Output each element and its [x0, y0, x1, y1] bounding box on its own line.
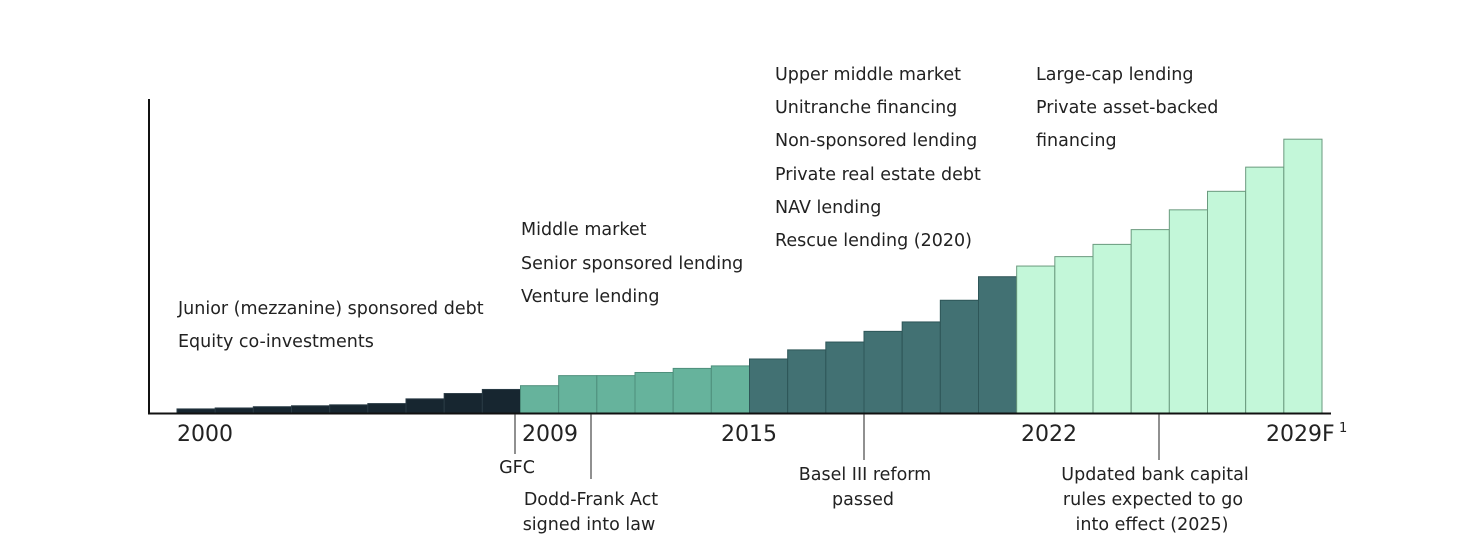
- bar-2018: [863, 330, 903, 414]
- era3-annotation-line6: Rescue lending (2020): [775, 231, 972, 251]
- bar-2021: [978, 276, 1018, 414]
- bar-2020: [939, 299, 980, 414]
- era1-annotation-line2: Equity co-investments: [178, 332, 374, 352]
- era2-annotation-line2: Senior sponsored lending: [521, 254, 743, 274]
- x-tick-label-2000: 2000: [177, 422, 233, 447]
- event-label-basel-iii-line1: Basel III reform: [799, 465, 931, 485]
- bar-2014: [710, 365, 751, 414]
- event-label-basel-iii-line2: passed: [832, 490, 894, 510]
- bar-2019: [901, 321, 941, 414]
- bar-2008: [481, 388, 521, 414]
- era4-annotation-line1: Large-cap lending: [1036, 65, 1193, 85]
- bar-2029f: [1283, 138, 1323, 414]
- bar-2027: [1207, 190, 1247, 414]
- event-label-dodd-frank-line2: signed into law: [523, 515, 656, 535]
- x-tick-label-2022: 2022: [1021, 422, 1077, 447]
- bar-2005: [367, 403, 407, 414]
- bar-2007: [443, 393, 483, 414]
- event-label-bank-capital-line1: Updated bank capital: [1061, 465, 1248, 485]
- bar-2017: [825, 341, 865, 414]
- bar-2009: [520, 385, 560, 414]
- era2-annotation-line3: Venture lending: [521, 287, 659, 307]
- era3-annotation-line4: Private real estate debt: [775, 165, 981, 185]
- era3-annotation-line5: NAV lending: [775, 198, 881, 218]
- footnote-marker: 1: [1339, 421, 1347, 436]
- bar-2004: [329, 404, 369, 414]
- era3-annotation-line2: Unitranche financing: [775, 98, 957, 118]
- x-tick-label-2015: 2015: [721, 422, 777, 447]
- bar-2016: [787, 349, 827, 414]
- bar-2026: [1168, 209, 1208, 414]
- bar-2000: [176, 408, 216, 414]
- bar-2002: [252, 406, 292, 414]
- bar-2024: [1092, 243, 1132, 414]
- bar-2025: [1130, 229, 1170, 414]
- bar-2028: [1245, 166, 1285, 414]
- era3-annotation-line3: Non-sponsored lending: [775, 131, 977, 151]
- bar-2003: [291, 405, 331, 414]
- x-tick-label-2029f: 2029F: [1266, 422, 1335, 447]
- bar-2001: [214, 407, 254, 414]
- event-label-bank-capital-line2: rules expected to go: [1063, 490, 1243, 510]
- event-label-bank-capital-line3: into effect (2025): [1076, 515, 1229, 535]
- era2-annotation-line1: Middle market: [521, 220, 647, 240]
- event-label-gfc: GFC: [499, 458, 535, 478]
- bar-2011: [596, 375, 636, 414]
- bar-2022: [1016, 265, 1056, 414]
- bars-group: [176, 138, 1323, 414]
- era3-annotation-line1: Upper middle market: [775, 65, 961, 85]
- bar-2013: [672, 367, 712, 414]
- era4-annotation-line2: Private asset-backed: [1036, 98, 1218, 118]
- bar-2012: [634, 371, 674, 414]
- bar-2015: [749, 358, 789, 414]
- event-label-dodd-frank-line1: Dodd-Frank Act: [524, 490, 658, 510]
- x-tick-label-2009: 2009: [522, 422, 578, 447]
- era1-annotation-line1: Junior (mezzanine) sponsored debt: [177, 299, 484, 319]
- era4-annotation-line3: financing: [1036, 131, 1117, 151]
- bar-2023: [1054, 256, 1094, 414]
- bar-2010: [558, 375, 598, 414]
- bar-2006: [405, 398, 445, 414]
